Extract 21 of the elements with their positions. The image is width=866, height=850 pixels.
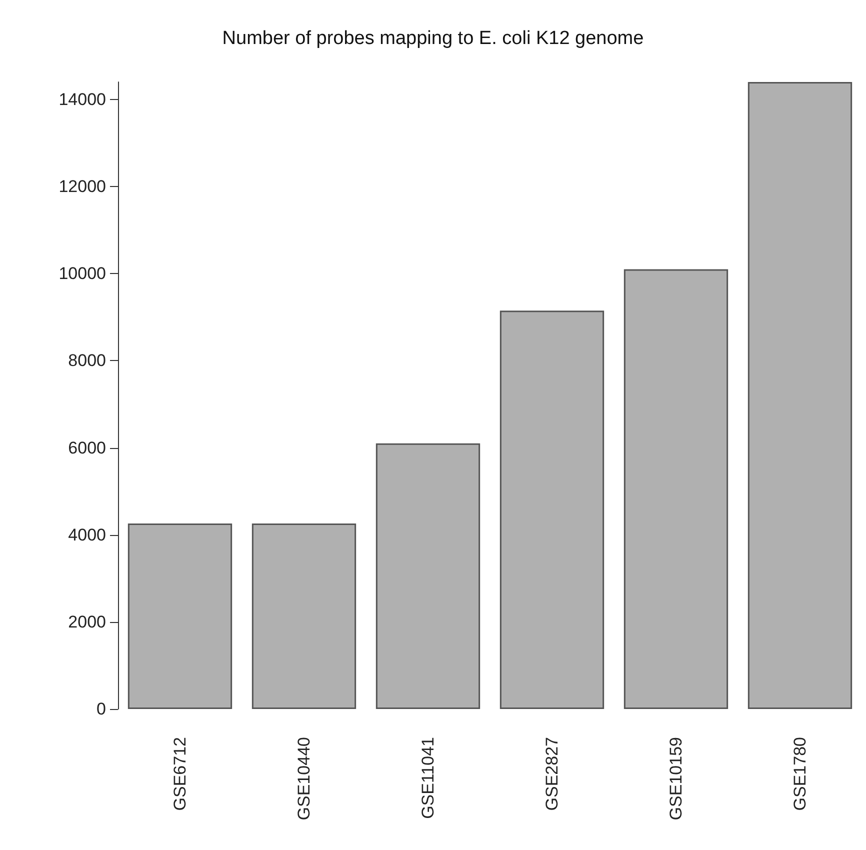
y-tick-label: 6000 [68, 438, 106, 458]
y-tick-label: 2000 [68, 612, 106, 632]
x-tick-label: GSE10440 [294, 737, 314, 820]
x-tick-label: GSE1780 [790, 737, 810, 811]
chart-title: Number of probes mapping to E. coli K12 genome [222, 28, 644, 49]
bar [748, 82, 852, 709]
y-tick-label: 10000 [58, 264, 106, 284]
y-tick-label: 0 [96, 700, 106, 718]
y-tick-label: 14000 [58, 90, 106, 109]
bar [500, 310, 604, 709]
x-tick-label: GSE11041 [418, 737, 438, 819]
bar [128, 524, 232, 709]
bar [624, 269, 728, 709]
y-tick-label: 8000 [68, 351, 106, 370]
bar [376, 443, 480, 709]
x-tick-label: GSE2827 [542, 737, 562, 811]
x-tick-label: GSE10159 [666, 737, 686, 820]
y-tick-label: 12000 [58, 177, 106, 196]
y-tick-label: 4000 [68, 525, 106, 544]
bar [252, 524, 356, 709]
x-tick-label: GSE6712 [170, 737, 190, 811]
